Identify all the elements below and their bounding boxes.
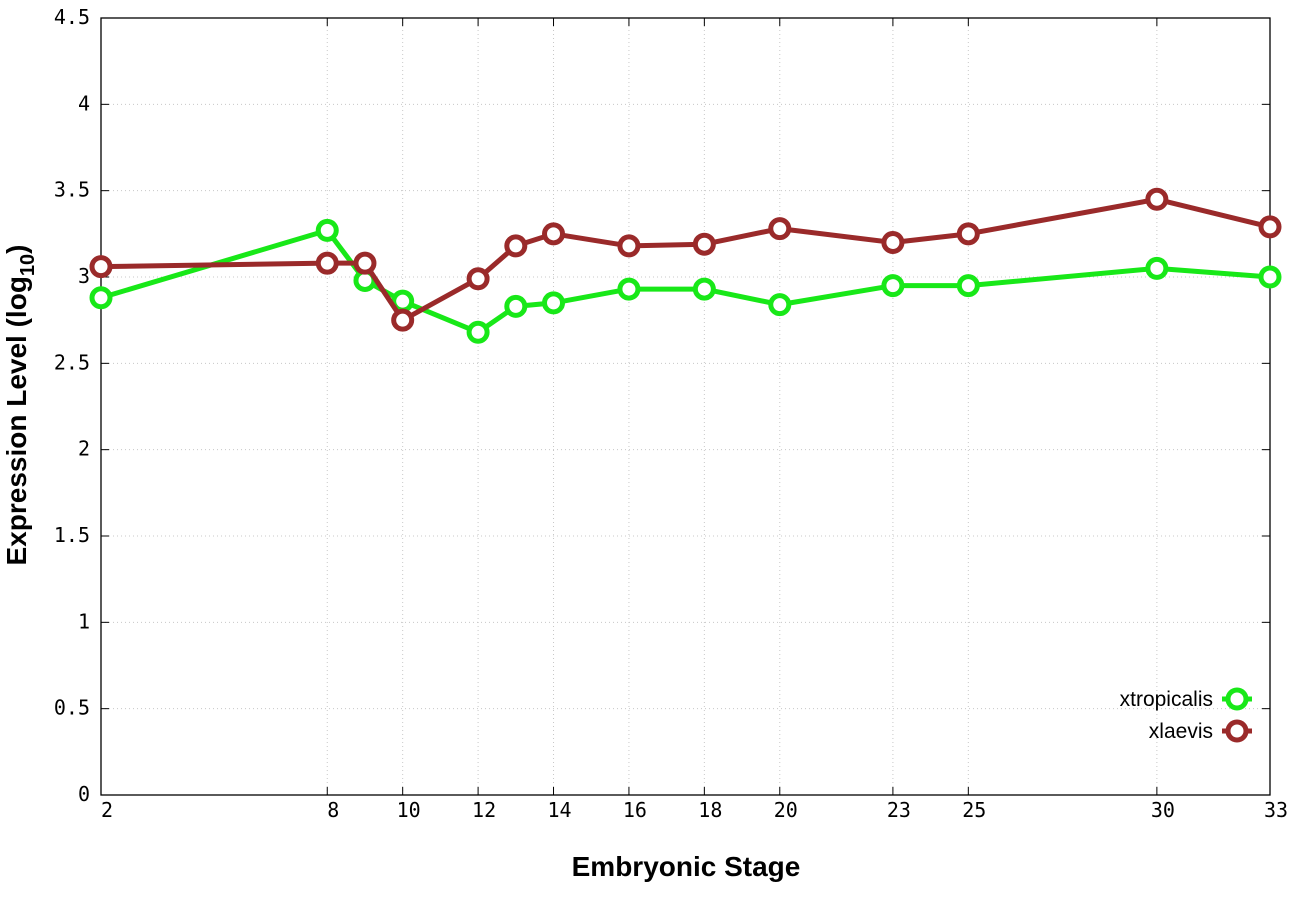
y-tick-label: 1 xyxy=(78,609,90,633)
axis-ticks: 2 8 10 12 14 16 18 20 23 25 30 33 0 0.5 1 1.5 2 2.5 3 3.5 4 4… xyxy=(54,5,1288,822)
legend-marker xyxy=(1225,719,1249,743)
data-point xyxy=(768,217,792,241)
x-tick-label: 20 xyxy=(774,798,798,822)
y-tick-label: 4 xyxy=(78,91,90,115)
x-tick-label: 18 xyxy=(698,798,722,822)
data-point xyxy=(1145,256,1169,280)
data-point xyxy=(315,251,339,275)
data-point xyxy=(466,267,490,291)
x-tick-label: 14 xyxy=(547,798,571,822)
x-tick-label: 8 xyxy=(327,798,339,822)
x-tick-label: 23 xyxy=(887,798,911,822)
x-tick-label: 16 xyxy=(623,798,647,822)
data-point xyxy=(617,277,641,301)
y-axis-title-subscript: 10 xyxy=(17,254,39,276)
data-point xyxy=(542,291,566,315)
x-tick-label: 33 xyxy=(1264,798,1288,822)
data-point xyxy=(315,218,339,242)
data-point xyxy=(881,274,905,298)
data-point xyxy=(617,234,641,258)
y-tick-label: 3 xyxy=(78,264,90,288)
legend-label: xtropicalis xyxy=(1120,688,1213,711)
x-tick-label: 12 xyxy=(472,798,496,822)
x-tick-label: 25 xyxy=(962,798,986,822)
data-point xyxy=(542,222,566,246)
data-point xyxy=(692,232,716,256)
data-point xyxy=(1258,265,1282,289)
y-axis-title: Expression Level (log10) xyxy=(1,245,39,566)
data-point xyxy=(353,251,377,275)
legend-marker xyxy=(1225,687,1249,711)
series-layer xyxy=(89,187,1282,344)
y-tick-label: 0.5 xyxy=(54,696,90,720)
data-point xyxy=(692,277,716,301)
x-tick-label: 30 xyxy=(1151,798,1175,822)
plot-frame xyxy=(100,17,1271,796)
x-tick-label: 10 xyxy=(397,798,421,822)
data-point xyxy=(504,234,528,258)
x-tick-label: 2 xyxy=(101,798,113,822)
data-point xyxy=(89,286,113,310)
y-tick-label: 3.5 xyxy=(54,178,90,202)
y-tick-label: 2.5 xyxy=(54,350,90,374)
data-point xyxy=(1258,215,1282,239)
y-tick-label: 0 xyxy=(78,782,90,806)
series-line xyxy=(100,196,1271,323)
legend-label: xlaevis xyxy=(1149,720,1213,743)
series-xlaevis xyxy=(89,187,1282,332)
y-tick-label: 1.5 xyxy=(54,523,90,547)
data-point xyxy=(768,293,792,317)
x-axis-title: Embryonic Stage xyxy=(572,851,801,882)
data-point xyxy=(956,274,980,298)
y-axis-title-main: Expression Level (log xyxy=(1,276,32,565)
data-point xyxy=(89,255,113,279)
data-point xyxy=(1145,187,1169,211)
y-axis-title-close: ) xyxy=(1,245,32,254)
data-point xyxy=(466,320,490,344)
data-point xyxy=(504,294,528,318)
legend: xtropicalis xlaevis xyxy=(1120,687,1252,743)
data-point xyxy=(956,222,980,246)
grid-lines xyxy=(101,18,1270,795)
y-tick-label: 4.5 xyxy=(54,5,90,29)
y-tick-label: 2 xyxy=(78,437,90,461)
data-point xyxy=(391,308,415,332)
series-xtropicalis xyxy=(89,218,1282,344)
data-point xyxy=(881,230,905,254)
